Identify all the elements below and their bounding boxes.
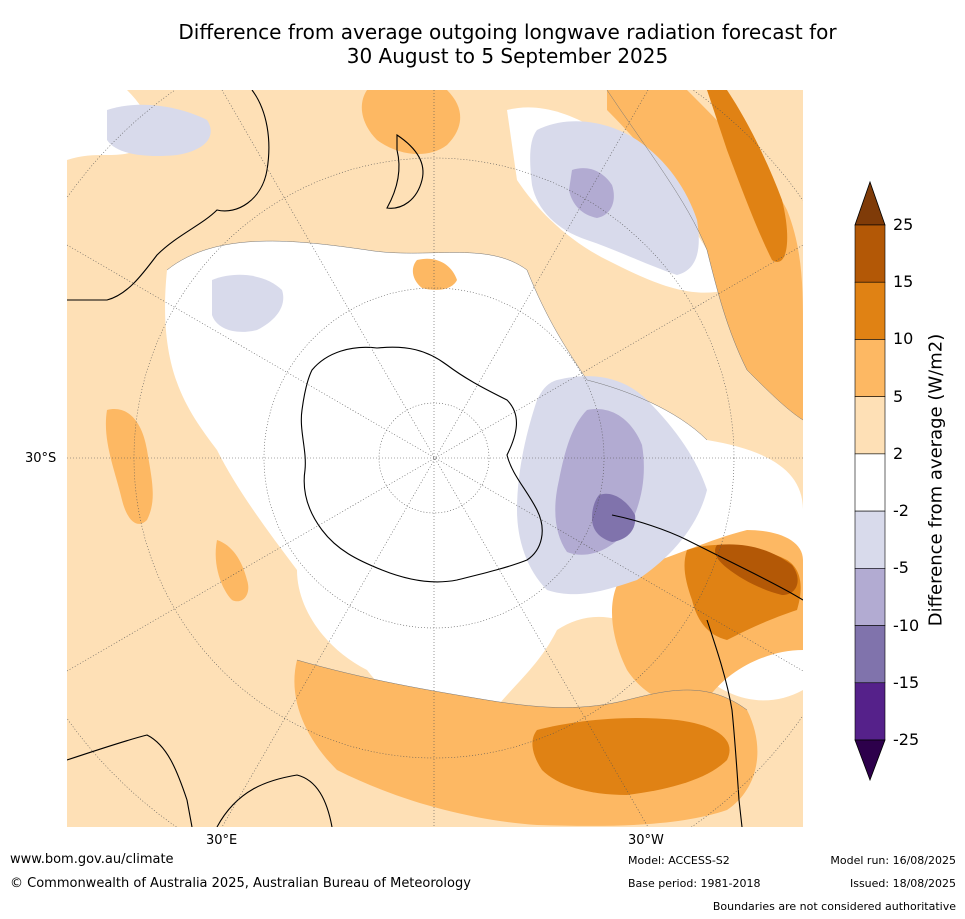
footer-issued: Issued: 18/08/2025 xyxy=(849,877,956,890)
anomaly-neg-2-5-indian-west xyxy=(107,104,211,157)
antarctica-outline xyxy=(300,346,543,583)
anomaly-10-15-indian xyxy=(532,718,730,795)
anomaly-5-10-small-4 xyxy=(412,258,457,290)
colorbar-bin xyxy=(854,339,886,397)
anomaly-neg-10-15-south-pacific xyxy=(592,493,636,542)
anomaly-5-10-small-3 xyxy=(361,90,461,155)
colorbar-tick-label: -25 xyxy=(893,730,920,749)
colorbar-extend-low xyxy=(854,739,886,782)
colorbar-tick-label: -2 xyxy=(893,501,909,521)
colorbar-tick-label: 10 xyxy=(893,329,914,349)
anomaly-5-10-small-1 xyxy=(105,409,153,524)
anomaly-neg-5-10-central xyxy=(569,168,614,218)
colorbar-tick-label: -15 xyxy=(893,672,920,692)
anomaly-10-15-pacific xyxy=(707,90,788,262)
colorbar-title: Difference from average (W/m2) xyxy=(925,333,947,627)
colorbar xyxy=(854,180,886,782)
colorbar-bin xyxy=(854,625,886,684)
new-zealand-outline xyxy=(386,133,424,209)
colorbar-bin xyxy=(854,568,886,626)
colorbar-bin xyxy=(854,510,886,569)
footer-copyright: © Commonwealth of Australia 2025, Austra… xyxy=(10,876,471,891)
anomaly-neg-2-5-central-pacific xyxy=(530,121,699,275)
colorbar-extend-high xyxy=(854,180,886,226)
lon-label-30w: 30°W xyxy=(628,833,664,848)
colorbar-bin xyxy=(854,224,886,283)
footer-website[interactable]: www.bom.gov.au/climate xyxy=(10,852,174,867)
anomaly-5-10-small-2 xyxy=(215,540,249,602)
colorbar-tick-label: 2 xyxy=(893,443,904,463)
footer-disclaimer: Boundaries are not considered authoritat… xyxy=(712,900,956,913)
australia-outline xyxy=(67,90,270,301)
title-line-1: Difference from average outgoing longwav… xyxy=(178,20,837,44)
footer-model-run: Model run: 16/08/2025 xyxy=(830,854,956,867)
footer-base-period: Base period: 1981-2018 xyxy=(628,877,761,890)
colorbar-tick-label: 5 xyxy=(893,386,904,406)
anomaly-15-25-atlantic xyxy=(715,544,798,595)
colorbar-bin xyxy=(854,682,886,741)
colorbar-bin xyxy=(854,396,886,455)
lat-label-30s: 30°S xyxy=(25,451,57,466)
anomaly-neg-2-5-indian-center xyxy=(212,274,284,332)
colorbar-bin xyxy=(854,453,886,512)
chart-title: Difference from average outgoing longwav… xyxy=(0,20,965,68)
colorbar-tick-label: -5 xyxy=(893,558,909,578)
colorbar-tick-label: -10 xyxy=(893,615,920,635)
africa-outline xyxy=(67,734,333,827)
map-panel xyxy=(67,90,803,827)
colorbar-tick-label: 15 xyxy=(893,272,914,292)
colorbar-tick-label: 25 xyxy=(893,215,914,234)
footer-model: Model: ACCESS-S2 xyxy=(628,854,730,867)
south-america-outline xyxy=(611,514,803,827)
colorbar-bin xyxy=(854,281,886,340)
title-line-2: 30 August to 5 September 2025 xyxy=(346,44,669,68)
lon-label-30e: 30°E xyxy=(206,833,238,848)
